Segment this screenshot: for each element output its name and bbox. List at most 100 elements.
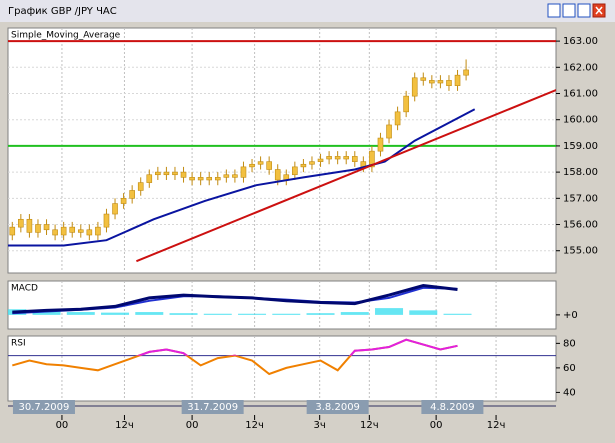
y-tick-label: 156.00	[563, 220, 598, 231]
candle-body	[266, 161, 272, 170]
candle-body	[60, 226, 67, 236]
candle-body	[420, 77, 427, 81]
candle-body	[18, 218, 24, 228]
histogram-bar	[238, 313, 267, 315]
rsi-line-above	[136, 338, 458, 356]
candle-body	[446, 80, 452, 86]
candle-body	[223, 174, 230, 178]
candle-body	[369, 150, 375, 168]
y-tick-label: 160.00	[563, 115, 598, 126]
plot-area	[8, 336, 556, 401]
candle-body	[334, 156, 341, 160]
date-box	[181, 400, 244, 414]
date-box	[306, 400, 369, 414]
button-restore[interactable]	[547, 3, 561, 18]
candle-body	[9, 226, 16, 236]
histogram-bar	[32, 310, 61, 315]
panel	[7, 27, 557, 274]
histogram-bar	[169, 313, 198, 315]
candle-body	[351, 156, 358, 162]
candle-body	[43, 224, 50, 231]
macd-line	[12, 283, 458, 314]
candle-body	[249, 163, 255, 168]
candle-body	[317, 158, 324, 162]
candle-body	[429, 80, 435, 84]
histogram-bar	[340, 312, 369, 315]
candle-body	[240, 166, 247, 178]
candle-body	[411, 77, 418, 97]
indicator-line	[8, 108, 476, 247]
candle-body	[197, 177, 204, 181]
histogram-bar	[306, 313, 335, 315]
candle-body	[437, 80, 444, 84]
candle-body	[129, 190, 135, 199]
histogram-bar	[443, 313, 472, 315]
candle-body	[463, 69, 469, 76]
x-tick-label: 00	[430, 420, 443, 431]
x-tick-label: 00	[56, 420, 69, 431]
y-tick-label: 157.00	[563, 193, 598, 204]
window-buttons[interactable]	[547, 3, 606, 18]
candle-body	[112, 203, 118, 215]
candle-body	[386, 124, 392, 139]
candle-body	[52, 229, 58, 236]
candle-body	[180, 171, 187, 178]
y-tick-label: 161.00	[563, 89, 598, 100]
indicator-line	[136, 88, 556, 263]
y-tick-label: 60	[563, 363, 576, 374]
y-tick-label: 163.00	[563, 36, 598, 47]
y-tick-label: 80	[563, 338, 576, 349]
title-bar	[0, 0, 615, 22]
plot-area	[8, 28, 556, 273]
candle-body	[120, 198, 127, 204]
candle-body	[35, 224, 41, 233]
candle-body	[309, 161, 315, 165]
date-label: 3.8.2009	[315, 402, 360, 413]
date-box	[421, 400, 484, 414]
button-minimize[interactable]	[562, 3, 576, 18]
x-tick-label: 12ч	[115, 420, 134, 431]
panel-title: Simple_Moving_Average	[11, 31, 121, 41]
histogram-bar	[409, 310, 438, 315]
candle-body	[326, 156, 332, 160]
x-tick-label: 12ч	[487, 420, 506, 431]
y-tick-label: 158.00	[563, 167, 598, 178]
y-tick-label: 162.00	[563, 62, 598, 73]
candle-body	[257, 161, 264, 165]
plot-area	[8, 281, 497, 329]
candle-body	[403, 95, 409, 113]
date-label: 30.7.2009	[19, 402, 70, 413]
candle-body	[77, 229, 84, 233]
histogram-bar	[101, 312, 130, 315]
candle-body	[163, 171, 170, 176]
candle-body	[137, 182, 144, 191]
x-tick-label: 12ч	[360, 420, 379, 431]
x-tick-label: 3ч	[314, 420, 326, 431]
panel-title: MACD	[11, 284, 38, 294]
button-maximize[interactable]	[577, 3, 591, 18]
candle-body	[103, 213, 110, 228]
candle-body	[454, 74, 461, 86]
candle-body	[214, 177, 221, 181]
candle-body	[155, 171, 161, 176]
y-tick-label: 155.00	[563, 246, 598, 257]
candle-body	[206, 177, 213, 181]
histogram-bar	[66, 312, 95, 315]
histogram-bar	[375, 308, 404, 315]
panel	[7, 280, 557, 330]
candle-body	[69, 226, 76, 233]
y-tick-label: 159.00	[563, 141, 598, 152]
candle-body	[189, 177, 195, 181]
candle-body	[232, 174, 238, 178]
histogram-bar	[272, 313, 301, 315]
date-label: 4.8.2009	[430, 402, 475, 413]
candle-body	[292, 166, 298, 176]
candle-body	[146, 174, 153, 183]
candle-body	[95, 226, 101, 236]
panel-title: RSI	[11, 339, 26, 349]
candle-body	[377, 137, 384, 152]
histogram-bar	[135, 312, 164, 315]
candle-body	[394, 111, 401, 126]
candle-body	[274, 169, 281, 181]
